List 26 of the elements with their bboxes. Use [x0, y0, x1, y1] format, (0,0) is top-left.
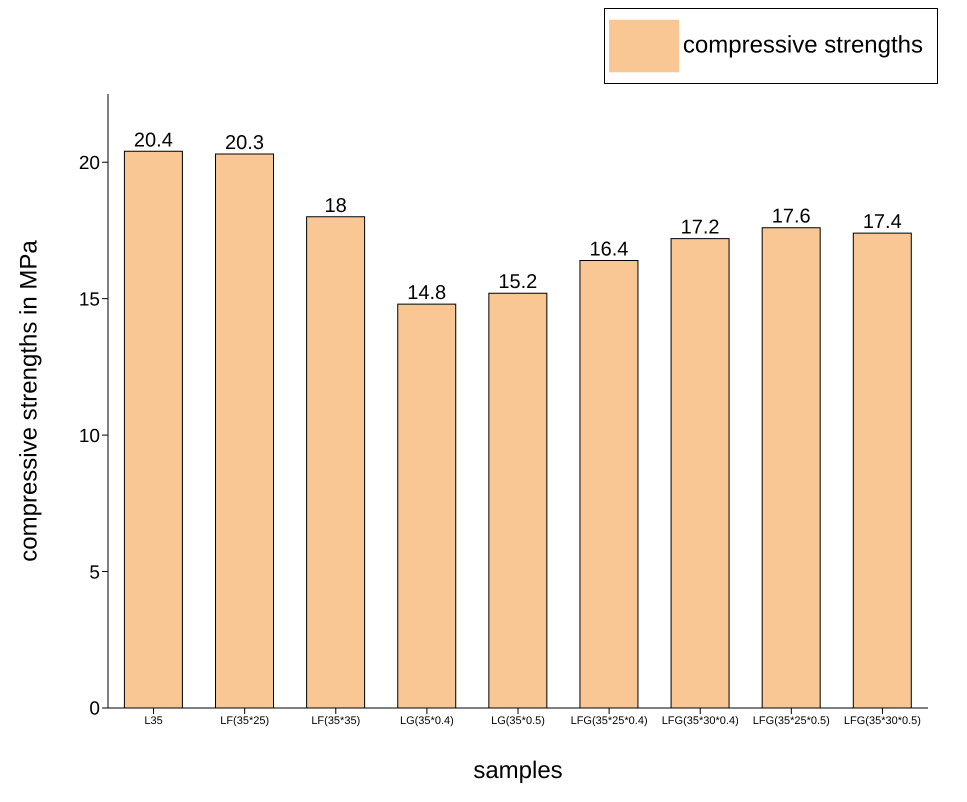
data-label: 18 [324, 194, 347, 217]
legend-label: compressive strengths [682, 31, 923, 58]
x-tick-label: LF(35*35) [311, 714, 360, 727]
data-label: 14.8 [407, 282, 446, 304]
x-tick-label: LFG(35*25*0.4) [570, 714, 648, 727]
x-tick-label: LFG(35*30*0.5) [844, 714, 921, 727]
y-tick-label: 0 [89, 698, 100, 720]
data-label: 16.4 [589, 238, 628, 260]
y-tick-label: 10 [78, 426, 100, 447]
data-label: 20.3 [225, 132, 264, 154]
data-label: 17.2 [680, 216, 720, 239]
y-tick-label: 15 [78, 289, 100, 310]
x-axis-title: samples [473, 757, 563, 784]
y-tick-label: 5 [89, 562, 100, 584]
x-tick-label: LG(35*0.5) [491, 714, 545, 727]
x-tick-label: LFG(35*30*0.4) [662, 714, 739, 727]
data-label: 15.2 [498, 271, 538, 294]
y-tick-label: 20 [78, 152, 100, 174]
data-label: 17.4 [862, 211, 902, 234]
x-tick-label: LG(35*0.4) [400, 714, 454, 727]
y-axis-title: compressive strengths in MPa [16, 240, 43, 562]
x-tick-label: LF(35*25) [220, 714, 270, 727]
x-tick-label: LFG(35*25*0.5) [752, 714, 830, 727]
x-tick-label: L35 [144, 714, 163, 727]
data-label: 20.4 [134, 129, 173, 152]
data-label: 17.6 [772, 206, 811, 228]
